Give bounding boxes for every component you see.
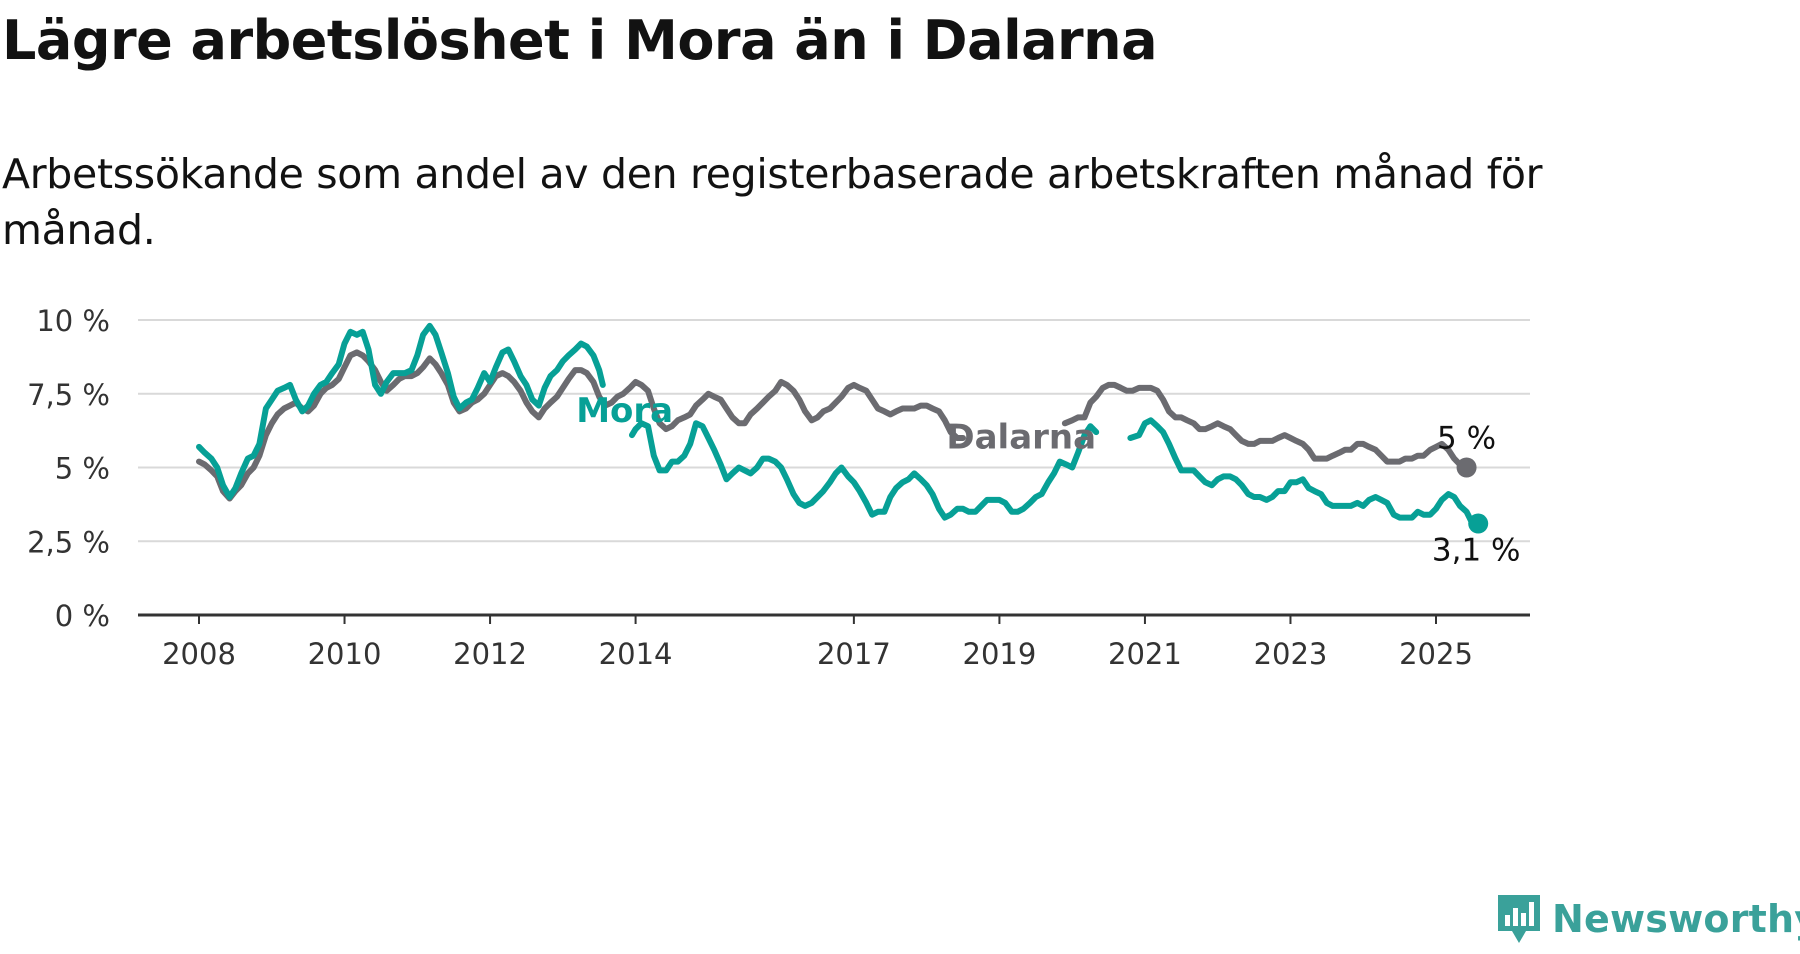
- endpoint-marker-mora: [1468, 513, 1489, 534]
- y-tick-label: 5 %: [55, 452, 110, 486]
- chart-title: Lägre arbetslöshet i Mora än i Dalarna: [2, 9, 1158, 72]
- chart-subtitle: Arbetssökande som andel av den registerb…: [2, 150, 1543, 254]
- newsworthy-logo-icon: [1498, 895, 1540, 943]
- x-tick-label: 2017: [817, 637, 891, 671]
- x-tick-label: 2021: [1108, 637, 1182, 671]
- gridlines: [138, 319, 1530, 543]
- series-line-mora: [629, 420, 1100, 521]
- y-tick-label: 10 %: [36, 304, 110, 338]
- endpoint-label-dalarna: 5 %: [1437, 421, 1496, 457]
- series-line-dalarna: [196, 349, 966, 502]
- y-tick-label: 0 %: [55, 599, 110, 633]
- brand-logo: Newsworthy: [1496, 884, 1800, 954]
- x-tick-label: 2019: [963, 637, 1037, 671]
- series-label-mora: Mora: [576, 391, 673, 431]
- x-tick-label: 2010: [308, 637, 382, 671]
- x-tick-label: 2014: [599, 637, 673, 671]
- series-line-mora: [196, 322, 606, 500]
- series-line-dalarna: [1061, 381, 1470, 471]
- x-tick-label: 2025: [1399, 637, 1473, 671]
- y-axis: 0 % 2,5 % 5 % 7,5 % 10 %: [27, 304, 110, 633]
- endpoint-marker-dalarna: [1456, 457, 1477, 478]
- series-annotations: Mora Dalarna 5 % 3,1 %: [576, 391, 1520, 569]
- series-label-dalarna: Dalarna: [946, 418, 1096, 458]
- series-lines: [196, 322, 1482, 527]
- endpoint-label-mora: 3,1 %: [1432, 533, 1521, 569]
- x-tick-label: 2023: [1254, 637, 1328, 671]
- brand-name: Newsworthy: [1552, 897, 1800, 941]
- x-tick-label: 2012: [453, 637, 527, 671]
- x-tick-label: 2008: [162, 637, 236, 671]
- y-tick-label: 2,5 %: [27, 525, 110, 559]
- series-line-mora: [1127, 417, 1482, 527]
- x-axis: 2008 2010 2012 2014 2017 2019 2021 2023 2025: [138, 613, 1530, 671]
- y-tick-label: 7,5 %: [27, 378, 110, 412]
